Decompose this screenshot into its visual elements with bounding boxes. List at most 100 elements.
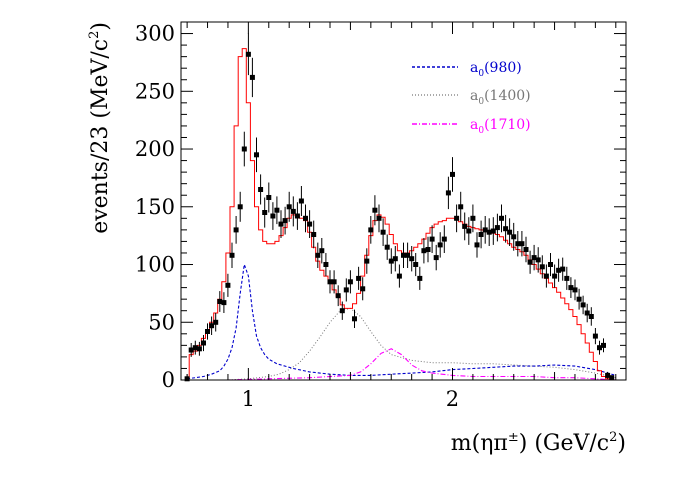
data-point: [552, 273, 558, 279]
data-point: [470, 215, 476, 221]
data-point: [339, 308, 345, 314]
data-point: [531, 255, 537, 261]
y-tick-label: 50: [148, 310, 175, 334]
data-point: [405, 252, 411, 258]
data-point: [572, 287, 578, 293]
data-point: [254, 152, 259, 158]
data-point: [486, 229, 492, 235]
data-point: [507, 229, 513, 235]
data-point: [588, 314, 594, 319]
data-point: [523, 247, 529, 252]
data-point: [376, 215, 382, 221]
series-a0-1710: [187, 348, 616, 381]
data-point: [421, 248, 427, 254]
data-point: [303, 215, 308, 221]
data-point: [209, 323, 215, 329]
data-point: [196, 346, 202, 352]
y-tick-label: 100: [135, 253, 175, 277]
data-point: [323, 262, 329, 267]
data-point: [258, 187, 264, 192]
data-point: [315, 252, 321, 258]
data-point: [539, 264, 545, 270]
data-point: [601, 342, 606, 348]
series-layer: [185, 48, 618, 381]
data-point: [201, 340, 206, 346]
legend-entry-a0-1400: a0(1400): [412, 88, 531, 107]
data-point: [278, 221, 284, 227]
data-point: [462, 223, 468, 229]
legend-entry-a0-1710: a0(1710): [412, 117, 531, 136]
data-point: [511, 234, 517, 240]
data-point: [225, 282, 231, 288]
data-point: [388, 258, 394, 264]
data-point: [417, 275, 423, 281]
data-point: [352, 316, 357, 322]
data-point: [584, 310, 590, 316]
plot-frame: [180, 21, 627, 381]
data-point: [454, 215, 460, 221]
data-point: [380, 229, 386, 235]
data-point: [262, 210, 268, 215]
data-point: [503, 226, 509, 232]
data-point: [221, 300, 227, 306]
y-axis-label: events/23 (MeV/c2): [87, 22, 113, 234]
legend: a0(980) a0(1400) a0(1710): [412, 60, 531, 136]
data-point: [229, 252, 235, 258]
data-point: [515, 241, 521, 247]
data-point: [360, 286, 366, 292]
data-point: [282, 218, 288, 224]
data-point: [556, 267, 562, 273]
data-point: [466, 228, 472, 234]
data-point: [217, 299, 223, 304]
data-point: [241, 146, 247, 152]
data-point: [396, 273, 402, 279]
data-point: [490, 228, 496, 234]
data-point: [474, 242, 480, 248]
data-point: [192, 345, 198, 351]
data-point: [494, 225, 500, 231]
data-point: [364, 258, 370, 264]
data-point: [347, 279, 353, 285]
data-point: [441, 236, 447, 242]
data-point: [519, 241, 525, 247]
data-point: [560, 266, 566, 272]
data-point: [290, 208, 296, 214]
data-point: [609, 375, 615, 381]
data-point: [445, 190, 451, 196]
data-point: [319, 248, 325, 254]
y-tick-label: 150: [135, 195, 175, 219]
data-point: [311, 232, 317, 237]
data-point: [384, 244, 390, 250]
data-point: [307, 221, 313, 227]
data-point: [245, 51, 251, 57]
data-point: [450, 171, 455, 177]
series-total-fit: [185, 48, 618, 381]
data-point: [564, 275, 570, 281]
data-point: [425, 247, 431, 252]
data-point: [356, 275, 362, 281]
data-point: [372, 207, 378, 213]
data-point: [294, 213, 300, 219]
data-point: [392, 256, 398, 262]
data-point: [437, 242, 443, 248]
data-point: [266, 195, 272, 200]
data-point: [576, 296, 582, 302]
data-point: [237, 204, 243, 210]
y-tick-label: 200: [135, 137, 175, 161]
x-axis-label: m(ηπ±) (GeV/c2): [451, 430, 626, 456]
data-point: [543, 273, 549, 279]
data-point: [482, 227, 488, 233]
data-point: [548, 262, 553, 267]
data-point: [433, 255, 439, 261]
data-point: [499, 215, 504, 221]
legend-entry-a0-980: a0(980): [412, 60, 522, 79]
series-a0-980: [187, 264, 616, 380]
data-point: [580, 302, 586, 308]
data-point: [188, 347, 194, 353]
data-point: [331, 279, 337, 285]
axes-layer: 0 50 100 150 200 250 300 1 2: [135, 22, 626, 411]
data-point: [409, 256, 415, 262]
data-point: [270, 213, 276, 219]
